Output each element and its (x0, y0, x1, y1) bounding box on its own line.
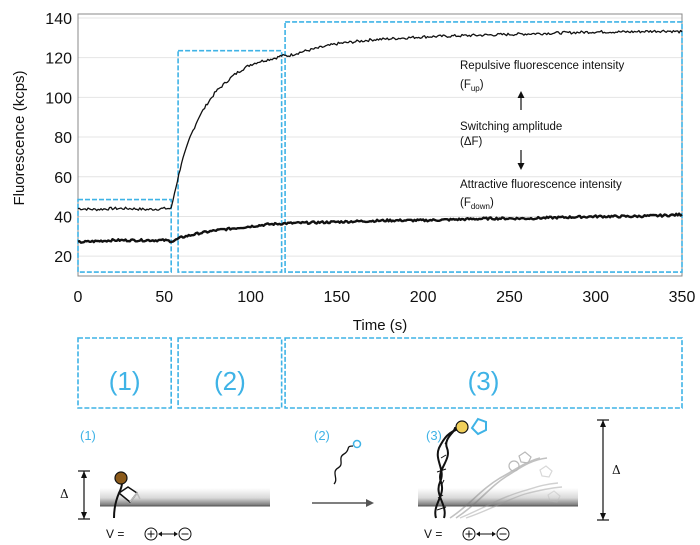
dna-helix-upright-icon (434, 417, 487, 519)
annotation-down-open: (F (460, 197, 471, 209)
y-tick-labels: 20 40 60 80 100 120 140 (45, 11, 72, 266)
phase-label-box (177, 337, 283, 409)
phase-label-box (77, 337, 172, 409)
phase-boxes (77, 21, 683, 273)
series-line (77, 29, 683, 212)
dye-dot-1 (114, 471, 128, 485)
delta-marker-3 (597, 419, 609, 521)
plot-frame (77, 13, 683, 277)
series-lines (77, 29, 683, 244)
schematic-label-2: (2) (314, 428, 330, 443)
x-tick-label: 200 (410, 289, 437, 306)
y-tick-label: 80 (54, 130, 72, 147)
voltage-switch-icon-3 (462, 527, 510, 541)
y-tick-label: 100 (45, 90, 72, 107)
schematic-label-3: (3) (426, 428, 442, 443)
annotation-group: Repulsive fluorescence intensity (Fup) S… (460, 60, 625, 211)
phase-label: (1) (109, 366, 141, 396)
annotation-down-close: ) (490, 197, 494, 209)
arrow-up-icon (517, 91, 525, 110)
y-tick-label: 60 (54, 170, 72, 187)
phase-label: (3) (468, 366, 500, 396)
phase-box (77, 198, 172, 273)
annotation-up-title: Repulsive fluorescence intensity (460, 60, 625, 72)
dna-strand-icon (333, 439, 362, 485)
y-axis-title: Fluorescence (kcps) (11, 70, 28, 205)
annotation-down-symbol: (Fdown) (460, 197, 494, 211)
phase-box (177, 49, 283, 273)
delta-marker-1 (78, 470, 90, 520)
x-tick-label: 100 (237, 289, 264, 306)
voltage-switch-icon-1 (144, 527, 192, 541)
target-pentagon-icon (470, 417, 487, 436)
schematic: (1) Δ V = (2) (60, 417, 621, 541)
dna-helix-faded-icon (449, 451, 563, 519)
y-tick-label: 120 (45, 51, 72, 68)
annotation-down-sub: down (471, 202, 490, 211)
annotation-up-close: ) (480, 79, 484, 91)
phase-label: (2) (214, 366, 246, 396)
x-tick-label: 50 (155, 289, 173, 306)
voltage-label-1: V = (106, 527, 124, 541)
annotation-switch-title: Switching amplitude (460, 121, 562, 133)
x-tick-label: 250 (496, 289, 523, 306)
x-tick-label: 300 (582, 289, 609, 306)
annotation-up-sub: up (471, 84, 480, 93)
annotation-up-symbol: (Fup) (460, 79, 484, 93)
surface-3 (418, 488, 578, 506)
arrow-down-icon (517, 150, 525, 170)
dye-dot-3 (455, 420, 469, 434)
y-tick-label: 40 (54, 209, 72, 226)
voltage-label-3: V = (424, 527, 442, 541)
x-tick-labels: 0 50 100 150 200 250 300 350 (74, 289, 696, 306)
annotation-down-title: Attractive fluorescence intensity (460, 179, 622, 191)
y-tick-label: 20 (54, 249, 72, 266)
x-axis-title: Time (s) (353, 317, 407, 334)
x-tick-label: 150 (324, 289, 351, 306)
series-line (77, 212, 683, 244)
delta-label-3: Δ (612, 463, 621, 477)
x-tick-label: 0 (74, 289, 83, 306)
dna-folded-icon (113, 471, 141, 519)
annotation-up-open: (F (460, 79, 471, 91)
phase-box (284, 21, 683, 273)
schematic-label-1: (1) (80, 428, 96, 443)
annotation-switch-symbol: (ΔF) (460, 136, 483, 148)
arrow-right-icon (312, 499, 374, 507)
surface-1 (100, 488, 270, 506)
phase-label-box (284, 337, 683, 409)
phase-labels: (1) (2) (3) (77, 337, 683, 409)
x-tick-label: 350 (669, 289, 696, 306)
y-tick-label: 140 (45, 11, 72, 28)
delta-label-1: Δ (60, 487, 69, 501)
